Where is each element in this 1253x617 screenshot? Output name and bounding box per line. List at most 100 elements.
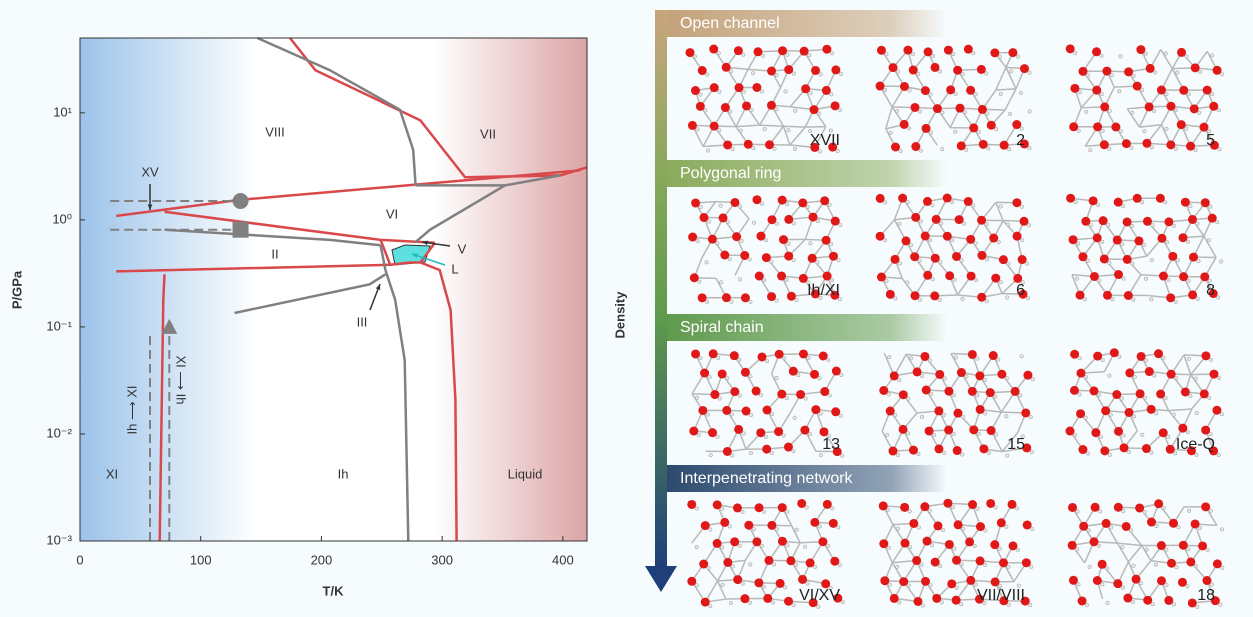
oxygen <box>761 253 771 263</box>
oxygen <box>1143 595 1153 605</box>
oxygen <box>1166 369 1176 379</box>
oxygen <box>945 271 955 281</box>
bond <box>789 126 806 146</box>
structure-label: VI/XV <box>799 587 840 604</box>
hydrogen <box>739 238 744 243</box>
hydrogen <box>1075 547 1080 552</box>
oxygen <box>700 368 710 378</box>
hydrogen <box>1140 432 1145 437</box>
hydrogen <box>706 565 711 571</box>
oxygen <box>1158 428 1168 438</box>
hydrogen <box>984 257 990 262</box>
oxygen <box>744 520 754 530</box>
hydrogen <box>961 526 966 531</box>
oxygen <box>1112 390 1122 400</box>
oxygen <box>819 427 829 437</box>
hydrogen <box>1217 147 1222 152</box>
bond <box>805 125 826 128</box>
bond <box>1001 431 1019 453</box>
hydrogen <box>840 453 845 458</box>
hydrogen <box>1030 377 1035 382</box>
hydrogen <box>803 544 808 549</box>
hydrogen <box>694 395 700 400</box>
oxygen <box>952 555 962 565</box>
oxygen <box>899 119 909 129</box>
hydrogen <box>785 543 790 548</box>
oxygen <box>1022 443 1032 453</box>
oxygen <box>709 83 719 93</box>
oxygen <box>888 446 898 456</box>
hydrogen <box>908 242 914 247</box>
oxygen <box>828 518 838 528</box>
oxygen <box>1212 65 1222 75</box>
oxygen <box>946 85 956 95</box>
oxygen <box>774 427 784 437</box>
hydrogen <box>791 603 796 608</box>
hydrogen <box>1130 223 1135 229</box>
structure-label: VII/VIII <box>977 587 1025 604</box>
oxygen <box>1019 64 1029 74</box>
hydrogen <box>708 604 713 609</box>
phase-boundary <box>379 239 392 266</box>
hydrogen <box>737 357 742 362</box>
oxygen <box>920 231 930 241</box>
hydrogen <box>887 582 892 587</box>
oxygen <box>699 559 709 569</box>
hydrogen <box>1073 50 1078 55</box>
oxygen <box>730 197 740 207</box>
oxygen <box>966 575 976 585</box>
hydrogen <box>975 393 980 398</box>
oxygen <box>830 556 840 566</box>
oxygen <box>947 579 957 589</box>
hydrogen <box>886 392 891 397</box>
hydrogen <box>998 280 1003 285</box>
hydrogen <box>895 453 901 458</box>
oxygen <box>1201 351 1211 361</box>
hydrogen <box>706 219 712 224</box>
hydrogen <box>791 221 796 226</box>
structure-label: 13 <box>822 436 840 453</box>
oxygen <box>762 405 772 415</box>
bond <box>995 202 1004 221</box>
hydrogen <box>1216 376 1222 381</box>
oxygen <box>798 198 808 208</box>
hydrogen <box>984 222 989 227</box>
hydrogen <box>1198 69 1203 74</box>
hydrogen <box>808 90 813 95</box>
hydrogen <box>952 546 957 551</box>
oxygen <box>751 386 761 396</box>
oxygen <box>899 81 909 91</box>
hydrogen <box>975 506 980 511</box>
oxygen <box>1178 233 1188 243</box>
bond <box>782 126 791 146</box>
hydrogen <box>840 600 845 605</box>
hydrogen <box>960 415 966 420</box>
oxygen <box>831 65 841 75</box>
oxygen <box>911 142 921 152</box>
oxygen <box>986 426 996 436</box>
hydrogen <box>1215 220 1220 225</box>
hydrogen <box>1144 358 1149 363</box>
oxygen <box>831 407 841 417</box>
oxygen <box>898 424 908 434</box>
oxygen <box>978 139 988 149</box>
oxygen <box>733 46 743 56</box>
oxygen <box>1078 252 1088 262</box>
hydrogen <box>993 505 998 510</box>
hydrogen <box>905 280 910 285</box>
oxygen <box>1164 217 1174 227</box>
structure-label: 2 <box>1016 132 1025 149</box>
oxygen <box>721 62 731 72</box>
hydrogen <box>996 240 1001 245</box>
phase-boundary <box>164 228 381 247</box>
hydrogen <box>941 412 946 417</box>
oxygen <box>899 577 909 587</box>
hydrogen <box>1193 148 1198 153</box>
hydrogen <box>1210 92 1215 97</box>
oxygen <box>1068 502 1078 512</box>
hydrogen <box>1129 528 1134 533</box>
hydrogen <box>774 298 779 303</box>
phase-boundary <box>409 261 458 542</box>
oxygen <box>730 387 740 397</box>
hydrogen <box>1082 297 1088 302</box>
